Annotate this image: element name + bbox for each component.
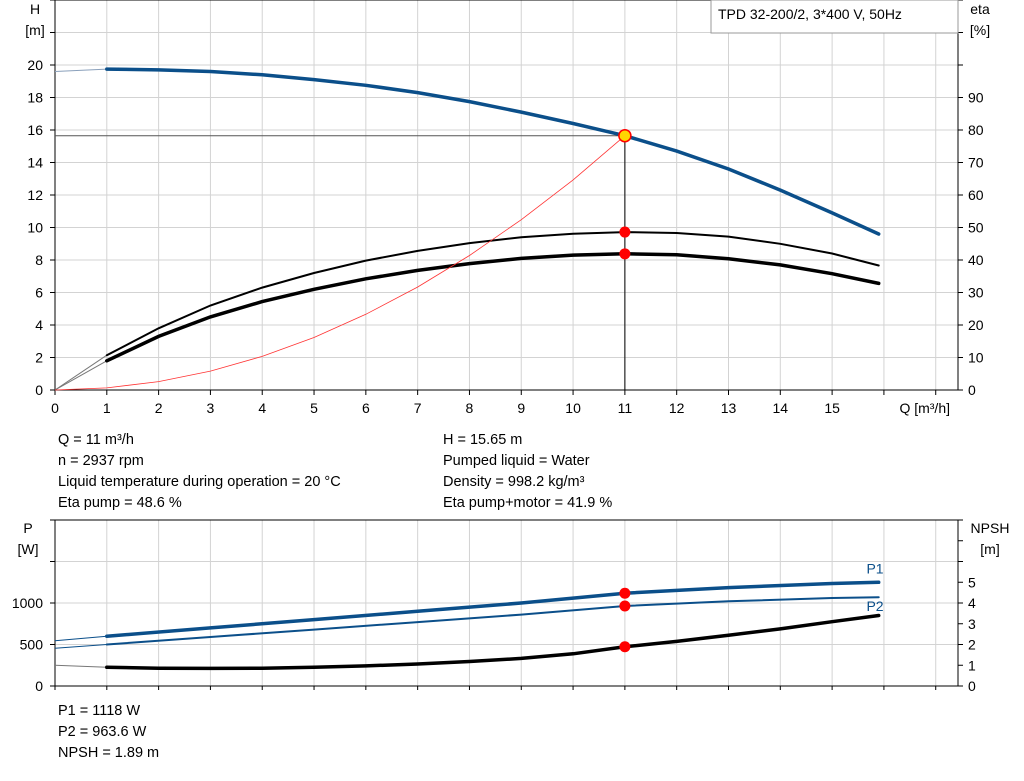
x-tick-label: 15 (824, 400, 840, 416)
npsh-curve-extension (54, 664, 107, 668)
x-tick-label: 8 (466, 400, 474, 416)
info-eta-pump-motor: Eta pump+motor = 41.9 % (443, 495, 613, 511)
y2-axis-label: eta (970, 1, 990, 17)
p2-curve (105, 596, 880, 646)
y2-tick-label: 70 (968, 155, 984, 171)
legend-box (710, 0, 959, 34)
x-tick-label: 1 (103, 400, 111, 416)
eta-pump-motor-point (619, 248, 631, 260)
eta_pump_motor-curve-extension (54, 360, 108, 391)
y-tick-label: 2 (35, 350, 43, 366)
p2-curve-extension (54, 644, 107, 649)
p-tick-label: 1000 (12, 595, 43, 611)
npsh-tick-label: 4 (968, 595, 976, 611)
p-axis-unit: [W] (18, 541, 39, 557)
x-tick-label: 10 (565, 400, 581, 416)
p1-curve-extension (54, 635, 107, 642)
y2-tick-label: 60 (968, 187, 984, 203)
y2-tick-label: 10 (968, 350, 984, 366)
info-flow: Q = 11 m³/h (58, 432, 134, 448)
y-tick-label: 12 (27, 187, 43, 203)
npsh-axis-label: NPSH (971, 520, 1010, 536)
x-axis-label: Q [m³/h] (899, 400, 950, 416)
x-tick-label: 11 (618, 400, 633, 416)
npsh-tick-label: 1 (968, 657, 976, 673)
info-bottom: P1 = 1118 W P2 = 963.6 W NPSH = 1.89 m (58, 701, 159, 764)
p1-series-label: P1 (866, 560, 883, 576)
p-axis-label: P (23, 520, 32, 536)
x-tick-label: 14 (773, 400, 789, 416)
info-p1: P1 = 1118 W (58, 703, 141, 719)
info-head: H = 15.65 m (443, 432, 523, 448)
H-curve-extension (54, 68, 107, 72)
y2-tick-label: 80 (968, 122, 984, 138)
info-density: Density = 998.2 kg/m³ (443, 474, 585, 490)
info-npsh: NPSH = 1.89 m (58, 745, 160, 761)
npsh-tick-label: 3 (968, 616, 976, 632)
npsh-curve (105, 613, 881, 671)
npsh-tick-label: 2 (968, 637, 976, 653)
npsh-tick-label: 5 (968, 574, 976, 590)
y-axis-unit: [m] (25, 22, 44, 38)
legend-box-text: TPD 32-200/2, 3*400 V, 50Hz (718, 6, 902, 22)
info-eta-pump: Eta pump = 48.6 % (58, 495, 182, 511)
x-tick-label: 4 (258, 400, 266, 416)
p-tick-label: 0 (35, 678, 43, 694)
y2-tick-label: 20 (968, 317, 984, 333)
x-tick-label: 0 (51, 400, 59, 416)
duty-point-marker (618, 128, 632, 143)
npsh-tick-label: 0 (968, 678, 976, 694)
H-curve (105, 67, 881, 236)
y2-tick-label: 50 (968, 220, 984, 236)
y-tick-label: 20 (27, 57, 43, 73)
eta_pump-curve-extension (54, 354, 108, 391)
info-speed: n = 2937 rpm (58, 453, 144, 469)
y-tick-label: 16 (27, 122, 43, 138)
y-tick-label: 4 (35, 317, 43, 333)
p1-point (619, 587, 631, 599)
p2-point (619, 600, 631, 612)
x-tick-label: 2 (155, 400, 163, 416)
y2-tick-label: 40 (968, 252, 984, 268)
y-tick-label: 18 (27, 90, 43, 106)
x-tick-label: 3 (207, 400, 215, 416)
p-tick-label: 500 (20, 637, 44, 653)
y-tick-label: 8 (35, 252, 43, 268)
y-tick-label: 6 (35, 285, 43, 301)
x-tick-label: 9 (517, 400, 525, 416)
y2-tick-label: 0 (968, 382, 976, 398)
info-temperature: Liquid temperature during operation = 20… (58, 474, 341, 490)
p1-curve (105, 580, 881, 638)
x-tick-label: 6 (362, 400, 370, 416)
npsh-axis-unit: [m] (980, 541, 999, 557)
y2-tick-label: 30 (968, 285, 984, 301)
eta-pump-point (619, 226, 631, 238)
info-p2: P2 = 963.6 W (58, 724, 147, 740)
eta-pump-curve (105, 231, 880, 357)
npsh-point (619, 641, 631, 653)
y-tick-label: 14 (27, 155, 43, 171)
y-tick-label: 0 (35, 382, 43, 398)
eta-pump-motor-curve (105, 252, 881, 363)
y2-axis-unit: [%] (970, 22, 990, 38)
system-curve (54, 135, 626, 391)
y2-tick-label: 90 (968, 90, 984, 106)
x-tick-label: 12 (669, 400, 685, 416)
info-left: Q = 11 m³/h n = 2937 rpm Liquid temperat… (58, 430, 341, 514)
info-liquid: Pumped liquid = Water (443, 453, 590, 469)
p2-series-label: P2 (866, 598, 883, 614)
x-tick-label: 5 (310, 400, 318, 416)
x-tick-label: 7 (414, 400, 422, 416)
info-right: H = 15.65 m Pumped liquid = Water Densit… (443, 430, 612, 514)
y-axis-label: H (30, 1, 40, 17)
y-tick-label: 10 (27, 220, 43, 236)
x-tick-label: 13 (721, 400, 737, 416)
